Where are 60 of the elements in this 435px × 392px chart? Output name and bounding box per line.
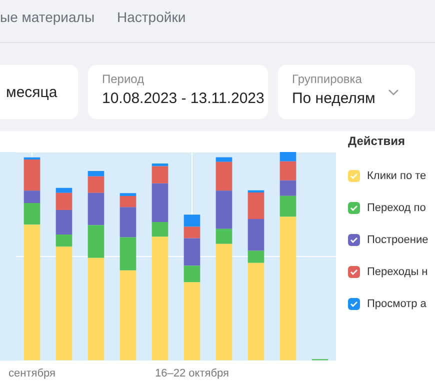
bar xyxy=(56,192,72,210)
bar xyxy=(248,190,264,193)
bar xyxy=(280,180,296,196)
bar xyxy=(120,207,136,238)
bar xyxy=(280,216,296,360)
bar xyxy=(216,190,232,229)
bar xyxy=(56,234,72,247)
bar xyxy=(24,160,40,191)
text: По неделям xyxy=(292,90,376,107)
bar xyxy=(120,196,136,208)
bar xyxy=(248,219,264,251)
bar xyxy=(120,193,136,196)
bar xyxy=(56,188,72,193)
bar xyxy=(248,192,264,220)
bar xyxy=(216,244,232,360)
bar xyxy=(88,176,104,193)
bar xyxy=(120,237,136,270)
bar xyxy=(152,166,168,184)
bar xyxy=(152,236,168,360)
text: Настройки xyxy=(117,9,186,25)
bar xyxy=(248,262,264,360)
bar xyxy=(88,171,104,176)
text: Период xyxy=(102,72,144,86)
legend-label: Переход по xyxy=(367,202,426,214)
bar xyxy=(24,157,40,160)
bar xyxy=(56,246,72,360)
bar xyxy=(280,152,296,162)
text: 10.08.2023 - 13.11.2023 xyxy=(102,90,264,107)
bar xyxy=(56,210,72,234)
legend-title: Действия xyxy=(348,134,406,148)
legend-label: Просмотр а xyxy=(367,298,426,310)
bar xyxy=(280,196,296,217)
bar xyxy=(24,224,40,360)
legend-label: Переходы н xyxy=(367,266,428,278)
bar xyxy=(152,222,168,237)
bar xyxy=(88,258,104,360)
text: месяца xyxy=(6,84,58,101)
bar xyxy=(280,161,296,180)
bar xyxy=(24,190,40,203)
x-tick-label: 16–22 октября xyxy=(155,367,230,380)
bar xyxy=(88,192,104,226)
bar xyxy=(184,238,200,266)
bar xyxy=(24,202,40,225)
bar xyxy=(216,162,232,191)
bar xyxy=(152,183,168,222)
legend-label: Построение xyxy=(367,234,428,246)
bar xyxy=(184,266,200,282)
bar xyxy=(152,163,168,166)
bar xyxy=(184,226,200,238)
legend-label: Клики по те xyxy=(367,170,426,182)
bar xyxy=(184,282,200,360)
bar xyxy=(120,270,136,360)
bar xyxy=(216,228,232,244)
bar xyxy=(88,225,104,258)
bar xyxy=(184,214,200,227)
bar xyxy=(248,250,264,263)
text: Группировка xyxy=(292,72,362,86)
bar xyxy=(216,157,232,162)
text: ые материалы xyxy=(0,9,95,25)
x-tick-label: сентября xyxy=(8,367,56,380)
